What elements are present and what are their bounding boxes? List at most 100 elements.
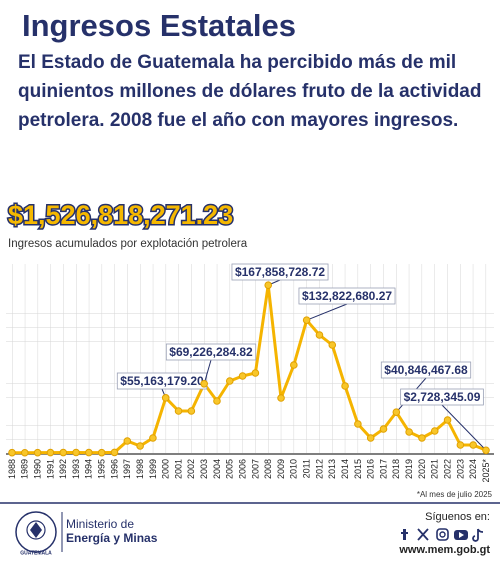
- point: [149, 434, 157, 442]
- x-tick-label: 2021: [430, 459, 440, 479]
- point: [418, 434, 426, 442]
- x-tick-label: 1992: [58, 459, 68, 479]
- leader-line: [306, 303, 348, 321]
- label-box: [298, 287, 396, 305]
- point: [238, 372, 247, 380]
- leader-line: [441, 404, 487, 451]
- social-icons: [401, 528, 484, 542]
- x-tick-label: 2000: [161, 459, 171, 479]
- x-tick-label: 1991: [45, 459, 55, 479]
- x-tick-label: 2004: [212, 459, 222, 479]
- point: [379, 425, 388, 433]
- chart-title: Ingresos acumulados por explotación petr…: [8, 238, 248, 250]
- x-tick-label: 1997: [122, 459, 132, 479]
- x-tick-label: 2008: [263, 459, 273, 479]
- x-tick-label: 2017: [378, 459, 388, 479]
- point: [187, 407, 196, 415]
- point: [302, 316, 311, 324]
- point: [392, 408, 401, 416]
- leader-line: [203, 359, 212, 384]
- point: [443, 416, 452, 424]
- x-tick-label: 2013: [327, 459, 337, 479]
- point: [251, 369, 260, 377]
- note: *Al mes de julio 2025: [417, 490, 493, 499]
- url: www.mem.gob.gt: [398, 544, 490, 556]
- x-tick-label: 2010: [289, 459, 299, 479]
- value-label: $40,846,467.68: [384, 363, 468, 377]
- x-tick-label: 1993: [71, 459, 81, 479]
- label-box: [165, 343, 257, 361]
- logo-text: GUATEMALA: [20, 550, 52, 556]
- x-tick-label: 1989: [20, 459, 30, 479]
- point: [315, 331, 324, 339]
- point: [482, 446, 490, 455]
- point: [21, 448, 29, 457]
- x-tick-label: 1996: [109, 459, 119, 479]
- title: Ingresos Estatales: [22, 8, 296, 43]
- x-tick-label: 1988: [7, 459, 17, 479]
- point: [405, 428, 413, 436]
- point: [72, 448, 80, 457]
- point: [469, 441, 477, 449]
- label-box: [231, 263, 329, 281]
- point: [136, 442, 144, 450]
- point: [456, 441, 465, 449]
- point: [33, 448, 42, 457]
- x-tick-label: 2023: [455, 459, 465, 479]
- x-tick-label: 2014: [340, 459, 350, 479]
- x-tick-label: 2024: [468, 459, 478, 479]
- point: [354, 420, 362, 428]
- point: [123, 437, 132, 445]
- point: [97, 448, 106, 457]
- x-tick-label: 2009: [276, 459, 286, 479]
- point: [277, 394, 285, 402]
- value-label: $132,822,680.27: [302, 289, 392, 303]
- point: [46, 448, 55, 457]
- point: [174, 407, 183, 415]
- point: [225, 377, 234, 385]
- value-label: $167,858,728.72: [235, 265, 325, 279]
- ministry-line2: Energía y Minas: [66, 531, 158, 545]
- x-tick-label: 2005: [225, 459, 235, 479]
- total: $1,526,818,271.23: [8, 200, 233, 230]
- x-tick-label: 2001: [173, 459, 183, 479]
- x-tick-label: 2003: [199, 459, 209, 479]
- logo: [15, 511, 57, 553]
- x-tick-label: 1994: [84, 459, 94, 479]
- value-label: $55,163,179.20: [120, 374, 204, 388]
- x-tick-label: 2012: [314, 459, 324, 479]
- x-tick-label: 2006: [237, 459, 247, 479]
- label-box: [400, 388, 484, 406]
- x-tick-label: 2020: [417, 459, 427, 479]
- point: [341, 382, 349, 390]
- point: [161, 394, 170, 402]
- x-tick-label: 2019: [404, 459, 414, 479]
- x-tick-label: 2022: [442, 459, 452, 479]
- point: [110, 448, 119, 457]
- x-tick-label: 2002: [186, 459, 196, 479]
- point: [366, 434, 375, 442]
- point: [200, 379, 208, 388]
- x-tick-label: 2018: [391, 459, 401, 479]
- x-tick-label: 1995: [97, 459, 107, 479]
- point: [59, 448, 68, 457]
- x-tick-label: 2011: [302, 459, 312, 478]
- point: [85, 448, 93, 457]
- point: [430, 427, 439, 435]
- x-tick-label: 2007: [250, 459, 260, 479]
- point: [8, 448, 16, 457]
- point: [213, 397, 221, 405]
- x-tick-label: 1990: [32, 459, 42, 479]
- point: [328, 341, 337, 349]
- value-label: $69,226,284.82: [169, 345, 253, 359]
- x-tick-label: 1998: [135, 459, 145, 479]
- x-tick-label: 2016: [366, 459, 376, 479]
- value-label: $2,728,345.09: [404, 390, 481, 404]
- x-tick-label: 1999: [148, 459, 158, 479]
- x-tick-label: 2025*: [481, 459, 491, 483]
- point: [290, 361, 298, 369]
- point: [264, 281, 273, 289]
- follow: Síguenos en:: [425, 511, 490, 523]
